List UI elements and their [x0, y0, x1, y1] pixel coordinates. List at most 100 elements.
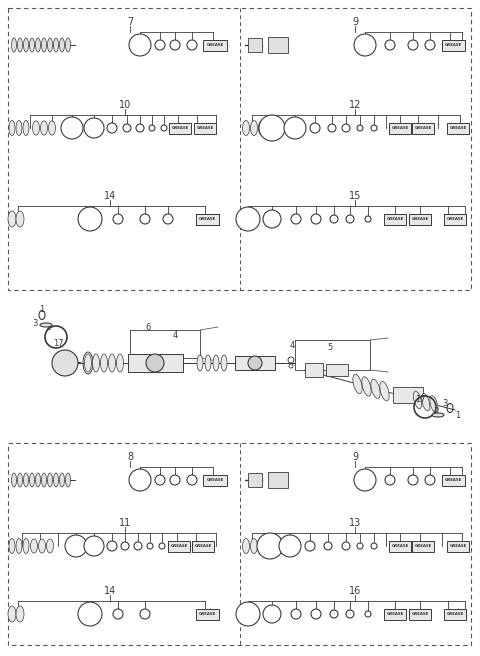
- Ellipse shape: [197, 355, 203, 371]
- Circle shape: [305, 541, 315, 551]
- Ellipse shape: [41, 38, 47, 52]
- Circle shape: [78, 602, 102, 626]
- Text: GREASE: GREASE: [391, 126, 408, 130]
- Ellipse shape: [353, 375, 362, 394]
- Circle shape: [84, 118, 104, 138]
- Ellipse shape: [33, 121, 39, 135]
- Circle shape: [330, 215, 338, 223]
- Text: 10: 10: [119, 100, 131, 110]
- Ellipse shape: [23, 121, 29, 136]
- Circle shape: [342, 124, 350, 132]
- Text: GREASE: GREASE: [449, 544, 467, 548]
- Bar: [447, 123, 469, 134]
- Ellipse shape: [242, 121, 250, 136]
- Circle shape: [310, 123, 320, 133]
- Circle shape: [371, 543, 377, 549]
- Ellipse shape: [24, 38, 28, 52]
- Text: GREASE: GREASE: [414, 544, 432, 548]
- Circle shape: [365, 611, 371, 617]
- Ellipse shape: [8, 211, 16, 227]
- Circle shape: [357, 543, 363, 549]
- Ellipse shape: [9, 121, 15, 136]
- Circle shape: [121, 542, 129, 550]
- Ellipse shape: [23, 539, 29, 554]
- Text: 14: 14: [104, 191, 116, 201]
- Ellipse shape: [430, 396, 438, 413]
- Circle shape: [365, 216, 371, 222]
- Text: 14: 14: [104, 586, 116, 596]
- Ellipse shape: [36, 38, 40, 52]
- Circle shape: [236, 207, 260, 231]
- Ellipse shape: [17, 473, 23, 487]
- Bar: [384, 213, 406, 224]
- Ellipse shape: [40, 323, 52, 327]
- Circle shape: [61, 117, 83, 139]
- Text: 3: 3: [442, 398, 448, 407]
- Circle shape: [187, 475, 197, 485]
- Ellipse shape: [93, 354, 99, 372]
- Circle shape: [330, 610, 338, 618]
- Ellipse shape: [65, 473, 71, 487]
- Ellipse shape: [84, 354, 92, 372]
- Text: 6: 6: [145, 323, 151, 333]
- Text: GREASE: GREASE: [386, 612, 404, 616]
- Circle shape: [84, 536, 104, 556]
- Circle shape: [170, 475, 180, 485]
- Ellipse shape: [259, 539, 265, 554]
- Text: GREASE: GREASE: [411, 217, 429, 221]
- Ellipse shape: [242, 539, 250, 554]
- Ellipse shape: [16, 606, 24, 622]
- Text: GREASE: GREASE: [414, 126, 432, 130]
- Circle shape: [65, 535, 87, 557]
- Circle shape: [257, 533, 283, 559]
- Ellipse shape: [60, 38, 64, 52]
- Text: GREASE: GREASE: [196, 126, 214, 130]
- Circle shape: [159, 543, 165, 549]
- Ellipse shape: [12, 38, 16, 52]
- Text: GREASE: GREASE: [194, 544, 212, 548]
- Circle shape: [408, 40, 418, 50]
- Ellipse shape: [108, 354, 116, 372]
- Circle shape: [371, 125, 377, 131]
- Circle shape: [107, 541, 117, 551]
- Bar: [447, 541, 469, 552]
- Circle shape: [408, 475, 418, 485]
- Text: 13: 13: [349, 518, 361, 528]
- Bar: [248, 38, 262, 52]
- Bar: [192, 541, 214, 552]
- Circle shape: [291, 214, 301, 224]
- Circle shape: [187, 40, 197, 50]
- Bar: [235, 356, 275, 370]
- Text: GREASE: GREASE: [444, 478, 462, 482]
- Ellipse shape: [221, 355, 227, 371]
- Ellipse shape: [48, 121, 56, 135]
- Ellipse shape: [24, 473, 28, 487]
- Ellipse shape: [38, 539, 46, 553]
- Circle shape: [147, 543, 153, 549]
- Circle shape: [146, 354, 164, 372]
- Text: 1: 1: [456, 411, 461, 419]
- Circle shape: [134, 542, 142, 550]
- Bar: [168, 541, 190, 552]
- Circle shape: [279, 535, 301, 557]
- Circle shape: [324, 542, 332, 550]
- Circle shape: [263, 605, 281, 623]
- Text: 16: 16: [349, 586, 361, 596]
- Circle shape: [123, 124, 131, 132]
- Bar: [194, 123, 216, 134]
- Bar: [169, 123, 191, 134]
- Text: GREASE: GREASE: [170, 544, 188, 548]
- Text: GREASE: GREASE: [386, 217, 404, 221]
- Text: GREASE: GREASE: [206, 478, 224, 482]
- Circle shape: [263, 210, 281, 228]
- Circle shape: [129, 34, 151, 56]
- Ellipse shape: [8, 606, 16, 622]
- Text: GREASE: GREASE: [444, 43, 462, 47]
- Bar: [8, 8, 471, 290]
- Bar: [326, 364, 348, 376]
- Ellipse shape: [12, 473, 16, 487]
- Bar: [444, 213, 466, 224]
- Circle shape: [236, 602, 260, 626]
- Circle shape: [140, 214, 150, 224]
- Bar: [268, 37, 288, 53]
